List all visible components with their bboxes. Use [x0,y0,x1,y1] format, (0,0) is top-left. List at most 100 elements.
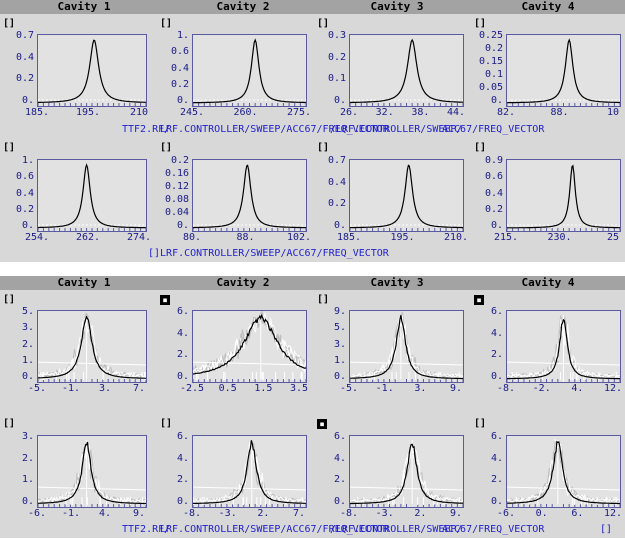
plot-select-marker[interactable]: [] [3,294,16,305]
x-tick-label: -5. [340,383,359,394]
channel-path-label: TTF2.RF/ [122,524,171,535]
resonance-plot[interactable] [349,34,464,107]
cavity-header: Cavity 4 [521,0,575,13]
y-tick-label: 0.2 [171,155,190,166]
resonance-plot[interactable] [192,34,307,107]
y-tick-label: 0.16 [165,168,190,179]
plot-select-marker[interactable]: ■ [317,419,327,429]
resonance-plot[interactable] [192,310,307,383]
plot-select-marker[interactable]: ■ [160,295,170,305]
y-tick-label: 0.2 [328,198,347,210]
plot-select-marker[interactable]: [] [317,294,330,305]
x-tick-label: 215. [494,232,519,243]
x-tick-label: 4. [571,383,584,394]
x-tick-label: -1. [375,383,394,394]
y-tick-label: 2. [491,349,504,361]
y-tick-label: 0.4 [171,62,190,74]
y-tick-label: 0.7 [16,30,35,41]
baseline-trace [350,361,463,366]
baseline-trace [193,486,306,491]
x-tick-label: 88. [550,107,569,118]
y-tick-label: 0.1 [485,69,504,80]
resonance-plot[interactable] [37,435,147,508]
y-tick-label: 0.6 [485,171,504,183]
resonance-plot[interactable] [37,159,147,232]
cavity-header: Cavity 2 [216,0,270,13]
x-tick-label: -8. [183,508,202,519]
resonance-plot[interactable] [506,159,621,232]
x-tick-label: 3.5 [290,383,309,394]
resonance-trace [38,39,146,103]
x-tick-label: 88. [236,232,255,243]
resonance-plot[interactable] [506,34,621,107]
y-tick-label: 1. [22,474,35,486]
channel-path-label: ACC67/FREQ_VECTOR [442,524,545,535]
x-tick-label: -8. [497,383,516,394]
x-tick-label: 274. [127,232,152,243]
plot-canvas [38,312,146,382]
plot-select-marker[interactable]: [] [3,18,16,29]
plot-canvas [350,311,463,382]
resonance-plot[interactable] [37,34,147,107]
x-tick-label: -6. [28,508,47,519]
plot-canvas [193,440,306,507]
x-tick-label: 4. [99,508,112,519]
plot-select-marker[interactable]: [] [474,18,487,29]
y-tick-label: 0. [22,496,35,507]
plot-select-marker[interactable]: [] [474,142,487,153]
y-tick-label: 2. [22,338,35,350]
plot-canvas [193,311,306,382]
x-tick-label: 262. [76,232,101,243]
resonance-plot[interactable] [349,310,464,383]
plot-select-marker[interactable]: [] [3,418,16,429]
plot-select-marker[interactable]: [] [3,142,16,153]
resonance-trace [38,441,146,505]
plot-select-marker[interactable]: [] [474,418,487,429]
y-tick-label: 1. [177,30,190,41]
channel-path-label: LRF.CONTROLLER/SWEEP/ACC67/FREQ_VECTOR [160,124,389,135]
x-tick-label: 12. [604,383,623,394]
plot-canvas [350,440,463,507]
noise-trace [38,312,146,378]
x-tick-label: 10 [607,107,620,118]
plot-canvas [193,164,306,231]
resonance-plot[interactable] [349,435,464,508]
x-tick-label: 245. [180,107,205,118]
plot-select-marker[interactable]: [] [160,18,173,29]
x-tick-label: -2. [532,383,551,394]
plot-canvas [507,164,620,231]
y-tick-label: 0.2 [16,73,35,85]
x-tick-label: 7. [133,383,146,394]
plot-select-marker[interactable]: [] [160,418,173,429]
x-tick-label: 230. [547,232,572,243]
x-tick-label: 82. [497,107,516,118]
y-tick-label: 1. [22,155,35,166]
plot-select-marker[interactable]: [] [317,142,330,153]
channel-path-label: /LRF.CONTROLLER/SWEEP/ [330,124,463,135]
resonance-plot[interactable] [349,159,464,232]
plot-canvas [507,38,620,106]
y-tick-label: 3. [334,338,347,350]
resonance-plot[interactable] [37,310,147,383]
y-tick-label: 0.9 [485,155,504,166]
x-tick-label: 275. [287,107,312,118]
resonance-plot[interactable] [506,310,621,383]
resonance-plot[interactable] [192,435,307,508]
y-tick-label: 0.2 [16,203,35,215]
resonance-trace [350,443,463,505]
resonance-plot[interactable] [192,159,307,232]
resonance-trace [193,440,306,504]
screen-panel: Cavity 1 Cavity 2 Cavity 3 Cavity 4[] 0.7 0.4… [0,0,625,262]
y-tick-label: 0. [22,220,35,231]
plot-select-marker[interactable]: ■ [474,295,484,305]
x-tick-label: 12. [604,508,623,519]
y-tick-label: 0.08 [165,194,190,205]
plot-select-marker[interactable]: [] [317,18,330,29]
x-tick-label: 9. [450,383,463,394]
y-tick-label: 3. [22,322,35,334]
resonance-plot[interactable] [506,435,621,508]
plot-select-marker[interactable]: [] [160,142,173,153]
x-tick-label: 2. [414,508,427,519]
channel-path-label: LRF.CONTROLLER/SWEEP/ACC67/FREQ_VECTOR [160,524,389,535]
x-tick-label: 260. [233,107,258,118]
